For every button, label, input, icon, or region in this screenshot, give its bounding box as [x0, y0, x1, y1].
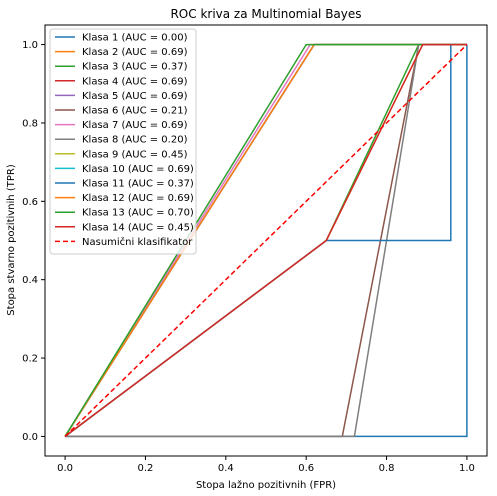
legend-label: Klasa 11 (AUC = 0.37) — [82, 179, 194, 190]
x-tick-label: 0.8 — [379, 463, 395, 474]
legend-label: Klasa 13 (AUC = 0.70) — [82, 208, 194, 219]
legend-box — [49, 28, 197, 255]
x-tick-label: 1.0 — [459, 463, 475, 474]
legend-label: Klasa 6 (AUC = 0.21) — [82, 106, 188, 117]
legend-label: Klasa 10 (AUC = 0.69) — [82, 164, 194, 175]
legend-label: Klasa 1 (AUC = 0.00) — [82, 33, 188, 44]
y-tick-label: 0.8 — [22, 118, 38, 129]
x-tick-label: 0.6 — [298, 463, 314, 474]
x-tick-label: 0.0 — [57, 463, 73, 474]
legend-label: Klasa 9 (AUC = 0.45) — [82, 149, 188, 160]
series-line-13 — [64, 43, 467, 437]
series-line-14 — [64, 43, 467, 437]
legend-label: Klasa 2 (AUC = 0.69) — [82, 47, 188, 58]
x-tick-label: 0.4 — [218, 463, 234, 474]
legend-label: Klasa 7 (AUC = 0.69) — [82, 120, 188, 131]
legend-label: Klasa 5 (AUC = 0.69) — [82, 91, 188, 102]
legend-label: Klasa 4 (AUC = 0.69) — [82, 76, 188, 87]
x-axis-label: Stopa lažno pozitivnih (FPR) — [196, 479, 336, 491]
legend-label: Klasa 12 (AUC = 0.69) — [82, 193, 194, 204]
legend-label: Klasa 14 (AUC = 0.45) — [82, 222, 194, 233]
legend-label: Nasumični klasifikator — [82, 236, 193, 248]
y-tick-label: 0.6 — [22, 197, 38, 208]
x-tick-label: 0.2 — [138, 463, 154, 474]
axis-ticks-group: 0.0 0.2 0.4 0.6 0.8 1.0 0.0 0.2 0.4 0.6 0.8 1.0 — [22, 40, 475, 474]
y-tick-label: 0.2 — [22, 354, 38, 365]
y-axis-label: Stopa stvarno pozitivnih (TPR) — [6, 164, 17, 316]
axes-frame — [44, 24, 488, 457]
legend: Klasa 1 (AUC = 0.00) Klasa 2 (AUC = 0.69)… — [49, 28, 197, 255]
plot-series-group — [64, 43, 468, 438]
y-tick-label: 0.0 — [22, 432, 38, 443]
y-tick-label: 1.0 — [22, 40, 38, 51]
legend-label: Klasa 3 (AUC = 0.37) — [82, 62, 188, 73]
series-line-15 — [64, 44, 468, 437]
legend-label: Klasa 8 (AUC = 0.20) — [82, 135, 188, 146]
chart-title: ROC kriva za Multinomial Bayes — [170, 7, 361, 21]
y-tick-label: 0.4 — [22, 275, 38, 286]
